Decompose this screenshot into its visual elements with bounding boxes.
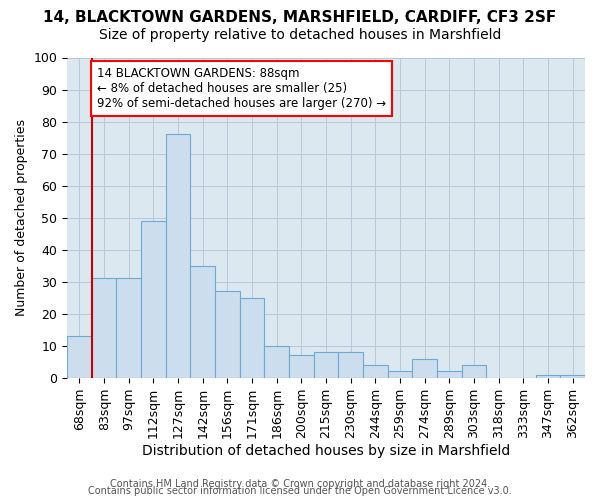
Text: 14, BLACKTOWN GARDENS, MARSHFIELD, CARDIFF, CF3 2SF: 14, BLACKTOWN GARDENS, MARSHFIELD, CARDI… [43,10,557,25]
Text: Contains public sector information licensed under the Open Government Licence v3: Contains public sector information licen… [88,486,512,496]
Bar [363,365,388,378]
Bar [412,358,437,378]
Bar [388,372,412,378]
Bar [338,352,363,378]
Bar [560,374,585,378]
Bar [289,356,314,378]
Bar [536,374,560,378]
Bar [67,336,92,378]
Bar [215,292,240,378]
Bar [166,134,190,378]
Text: 14 BLACKTOWN GARDENS: 88sqm
← 8% of detached houses are smaller (25)
92% of semi: 14 BLACKTOWN GARDENS: 88sqm ← 8% of deta… [97,67,386,110]
Bar [116,278,141,378]
Bar [92,278,116,378]
Y-axis label: Number of detached properties: Number of detached properties [15,119,28,316]
Bar [190,266,215,378]
Bar [141,221,166,378]
Text: Size of property relative to detached houses in Marshfield: Size of property relative to detached ho… [99,28,501,42]
X-axis label: Distribution of detached houses by size in Marshfield: Distribution of detached houses by size … [142,444,510,458]
Text: Contains HM Land Registry data © Crown copyright and database right 2024.: Contains HM Land Registry data © Crown c… [110,479,490,489]
Bar [265,346,289,378]
Bar [314,352,338,378]
Bar [240,298,265,378]
Bar [462,365,487,378]
Bar [437,372,462,378]
